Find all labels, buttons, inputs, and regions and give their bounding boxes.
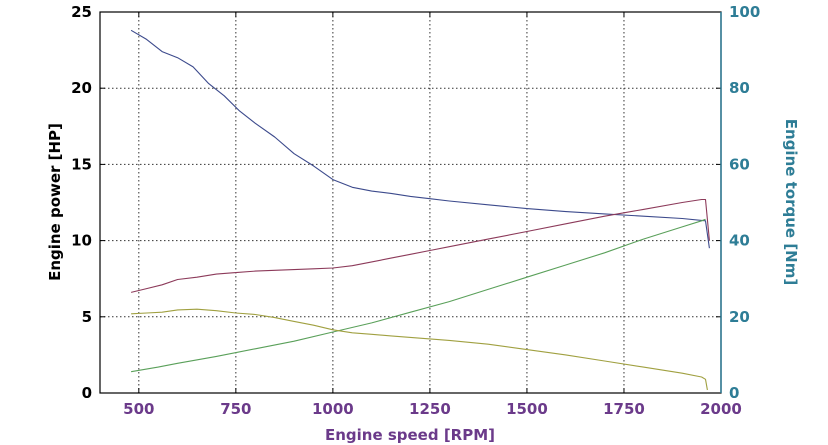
y-left-tick-label: 25 — [71, 3, 92, 21]
series-line-1 — [130, 29, 710, 249]
x-tick-label: 500 — [123, 400, 154, 418]
x-tick-label: 1500 — [506, 400, 548, 418]
series-line-4 — [131, 308, 708, 391]
series-line-3 — [131, 218, 706, 373]
plot-background — [100, 12, 721, 393]
y-left-tick-label: 10 — [71, 232, 92, 250]
x-tick-label: 1000 — [312, 400, 354, 418]
x-tick-label: 1250 — [409, 400, 451, 418]
series-lines — [130, 29, 710, 391]
series-line-2 — [130, 198, 710, 293]
y-right-tick-label: 40 — [729, 232, 750, 250]
y-axis-left-title: Engine power [HP] — [46, 123, 64, 281]
y-axis-right-title: Engine torque [Nm] — [782, 119, 800, 285]
tick-labels: 500 750 1000 1250 1500 1750 200005101520250204… — [71, 3, 760, 418]
y-left-tick-label: 0 — [82, 384, 92, 402]
x-tick-label: 1750 — [603, 400, 645, 418]
y-right-tick-label: 60 — [729, 155, 750, 173]
x-axis-title: Engine speed [RPM] — [325, 426, 495, 444]
x-tick-label: 2000 — [700, 400, 742, 418]
y-right-tick-label: 0 — [729, 384, 739, 402]
y-right-tick-label: 80 — [729, 79, 750, 97]
y-left-tick-label: 5 — [82, 308, 92, 326]
y-right-tick-label: 100 — [729, 3, 760, 21]
x-tick-label: 750 — [220, 400, 251, 418]
y-left-tick-label: 15 — [71, 155, 92, 173]
y-right-tick-label: 20 — [729, 308, 750, 326]
ticks — [100, 11, 722, 394]
y-left-tick-label: 20 — [71, 79, 92, 97]
